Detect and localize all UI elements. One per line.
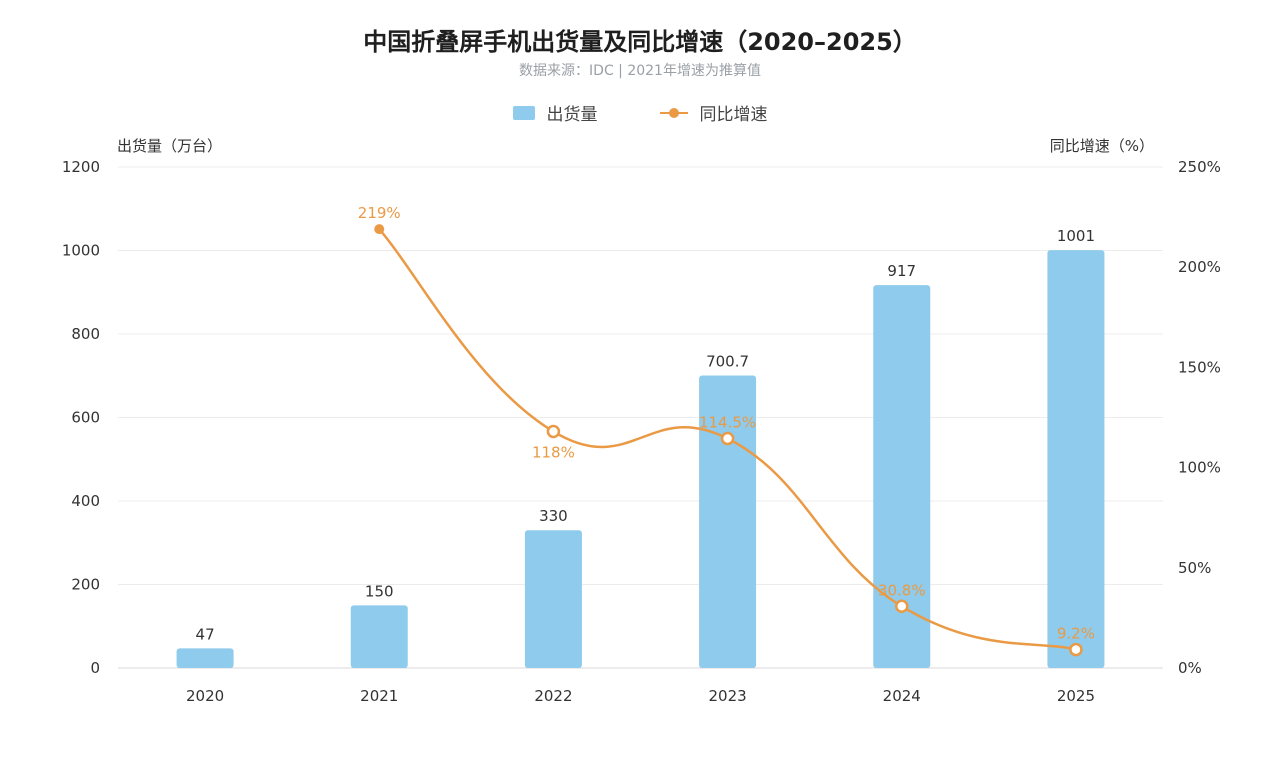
growth-point [895, 599, 909, 614]
legend-label-shipments: 出货量 [546, 105, 598, 125]
bar-2024 [873, 285, 931, 668]
y-tick-right: 150% [1178, 358, 1221, 376]
x-tick-label: 2023 [708, 687, 746, 705]
bar-2021 [350, 605, 408, 668]
y-tick-right: 100% [1178, 459, 1221, 477]
legend-line-swatch [659, 106, 688, 120]
y-tick-left: 1000 [62, 242, 100, 260]
bar-value-label: 700.7 [706, 352, 749, 370]
x-tick-label: 2021 [360, 687, 398, 705]
growth-value-label: 9.2% [1057, 625, 1095, 643]
growth-value-label: 30.8% [878, 581, 926, 599]
y-tick-right: 250% [1178, 158, 1221, 176]
legend-bar-swatch [512, 105, 535, 120]
bar-value-label: 47 [196, 625, 215, 643]
growth-point [374, 224, 385, 235]
bar-2025 [1047, 250, 1105, 668]
bar-value-label: 150 [365, 582, 394, 600]
y-tick-left: 600 [71, 409, 100, 427]
bar-value-label: 1001 [1057, 227, 1095, 245]
growth-value-label: 114.5% [699, 414, 756, 432]
x-tick-label: 2020 [186, 687, 224, 705]
legend-item-growth[interactable]: 同比增速 [659, 100, 768, 125]
growth-line [378, 228, 1077, 651]
y-axis-left-label: 出货量（万台） [117, 137, 223, 155]
legend-label-growth: 同比增速 [699, 105, 768, 125]
y-tick-left: 1200 [62, 158, 100, 176]
growth-point [720, 431, 735, 446]
x-tick-label: 2022 [534, 687, 572, 705]
growth-point [1069, 642, 1083, 657]
bar-2020 [176, 648, 234, 668]
y-tick-right: 50% [1178, 559, 1211, 577]
bar-value-label: 917 [887, 262, 916, 280]
growth-value-label: 219% [358, 204, 401, 222]
growth-value-label: 118% [532, 444, 575, 462]
bar-2023 [699, 375, 757, 668]
y-tick-left: 200 [71, 576, 100, 594]
chart-legend: 出货量 同比增速 [0, 100, 1280, 125]
x-tick-label: 2025 [1057, 687, 1095, 705]
bar-2022 [524, 530, 582, 668]
bar-value-label: 330 [539, 507, 568, 525]
y-tick-left: 0 [90, 659, 100, 677]
chart-subtitle: 数据来源：IDC | 2021年增速为推算值 [519, 63, 761, 79]
growth-point [546, 424, 561, 439]
chart-title: 中国折叠屏手机出货量及同比增速（2020–2025） [363, 28, 917, 56]
y-tick-right: 200% [1178, 258, 1221, 276]
x-tick-label: 2024 [883, 687, 921, 705]
y-axis-right-label: 同比增速（%） [1049, 137, 1154, 155]
legend-item-shipments[interactable]: 出货量 [512, 100, 598, 125]
y-tick-left: 400 [71, 492, 100, 510]
y-tick-left: 800 [71, 325, 100, 343]
y-tick-right: 0% [1178, 659, 1202, 677]
